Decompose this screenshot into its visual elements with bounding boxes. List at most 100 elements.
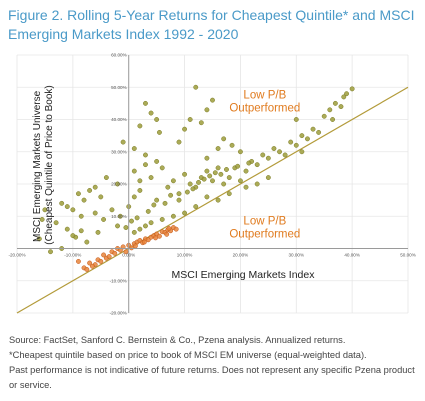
y-tick-label: 30.00% <box>111 149 127 154</box>
data-point-green <box>87 188 93 193</box>
data-point-green <box>64 226 70 232</box>
data-point-green <box>156 129 162 135</box>
data-point-green <box>265 155 271 161</box>
x-axis-label: MSCI Emerging Markets Index <box>172 269 316 281</box>
data-point-green <box>117 213 123 219</box>
data-point-green <box>137 188 143 193</box>
data-point-green <box>103 175 109 181</box>
data-point-green <box>237 178 243 184</box>
annotation-text: Outperformed <box>229 103 300 115</box>
data-point-green <box>143 162 148 168</box>
data-point-green <box>39 217 45 222</box>
data-point-green <box>187 117 193 122</box>
data-point-green <box>70 207 76 213</box>
reference-line <box>16 86 409 314</box>
data-point-orange <box>120 244 126 250</box>
data-point-green <box>204 107 210 113</box>
data-point-green <box>221 136 227 142</box>
data-point-green <box>182 210 188 216</box>
data-point-green <box>299 133 305 139</box>
data-point-green <box>148 175 154 181</box>
source-notes: Source: FactSet, Sanford C. Bernstein & … <box>9 333 417 393</box>
y-tick-label: 50.00% <box>111 85 127 90</box>
data-point-green <box>53 220 59 226</box>
data-point-green <box>159 217 165 222</box>
data-point-green <box>187 181 193 187</box>
data-point-green <box>243 184 249 190</box>
data-point-green <box>210 97 215 103</box>
data-point-green <box>120 139 126 145</box>
data-point-green <box>321 113 327 119</box>
data-point-green <box>184 189 190 195</box>
x-tick-label: -10.00% <box>64 253 81 258</box>
data-point-green <box>221 181 227 187</box>
data-point-green <box>154 197 160 203</box>
data-point-green <box>224 167 229 172</box>
data-point-green <box>237 149 243 155</box>
data-point-green <box>204 194 210 200</box>
data-point-green <box>36 236 42 242</box>
data-point-green <box>293 117 299 122</box>
data-point-green <box>137 178 143 184</box>
data-point-green <box>176 197 182 203</box>
data-point-green <box>92 210 98 216</box>
data-point-green <box>115 223 120 229</box>
data-point-orange <box>117 247 123 253</box>
disclaimer-line: Past performance is not indicative of fu… <box>9 365 415 390</box>
data-point-green <box>154 117 160 122</box>
data-point-green <box>246 160 252 166</box>
data-point-green <box>299 149 305 155</box>
data-point-green <box>330 117 336 122</box>
data-point-green <box>131 194 137 200</box>
data-point-green <box>48 249 53 255</box>
data-point-green <box>129 218 134 224</box>
data-point-green <box>78 228 84 234</box>
data-point-green <box>204 155 210 161</box>
data-point-green <box>159 165 165 171</box>
data-point-green <box>305 136 310 142</box>
data-point-orange <box>112 250 118 256</box>
data-point-orange <box>173 226 179 232</box>
data-point-orange <box>141 239 147 245</box>
data-point-green <box>123 225 129 230</box>
data-point-orange <box>123 249 129 255</box>
data-point-green <box>338 104 344 110</box>
data-point-green <box>137 123 143 129</box>
data-point-orange <box>106 254 112 260</box>
data-point-green <box>143 100 148 106</box>
data-point-green <box>293 142 299 148</box>
data-point-green <box>229 142 235 148</box>
data-point-green <box>316 129 322 135</box>
annotation-text: Outperformed <box>229 228 300 240</box>
y-tick-label: -20.00% <box>110 311 127 316</box>
y-tick-label: 10.00% <box>111 214 127 219</box>
data-point-orange <box>75 258 81 264</box>
data-point-green <box>254 162 260 168</box>
data-point-green <box>277 149 282 155</box>
y-axis-label-line-2: (Cheapest Quintile of Price to Book) <box>44 85 55 245</box>
data-point-green <box>265 175 271 181</box>
data-point-green <box>254 181 260 187</box>
data-point-orange <box>87 260 93 266</box>
footnote-line: *Cheapest quintile based on price to boo… <box>9 350 367 360</box>
data-point-green <box>70 233 76 239</box>
annotation-text: Low P/B <box>243 215 286 227</box>
data-point-green <box>176 191 182 197</box>
data-point-green <box>193 204 199 210</box>
data-point-green <box>168 192 174 198</box>
data-point-green <box>131 146 137 151</box>
data-point-green <box>143 223 148 229</box>
data-point-green <box>215 146 221 151</box>
data-point-green <box>341 94 347 100</box>
data-point-green <box>131 229 137 235</box>
y-tick-labels: -20.00% -10.00% 10.00% 20.00% 30.00% 40.00% 50… <box>110 53 127 316</box>
data-point-green <box>98 194 104 200</box>
data-point-green <box>137 226 143 232</box>
y-tick-label: 60.00% <box>111 53 127 58</box>
data-point-green <box>115 181 120 187</box>
data-point-green <box>215 197 221 203</box>
data-point-green <box>310 126 316 132</box>
scatter-chart: -20.00% -10.00% 0.00% 10.00% 20.00% 30.00% 40.… <box>8 53 415 316</box>
x-tick-label: -20.00% <box>8 253 25 258</box>
